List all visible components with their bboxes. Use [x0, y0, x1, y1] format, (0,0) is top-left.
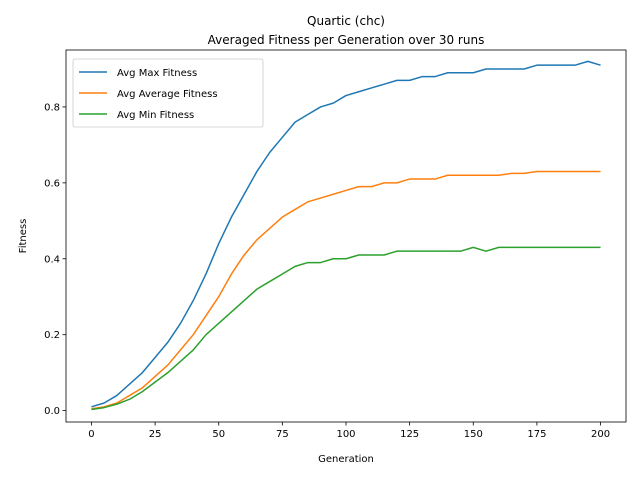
x-tick-label: 100 — [336, 429, 355, 440]
series-line-2 — [91, 170, 601, 410]
x-axis-ticks: 0 25 50 75 100 125 150 175 200 — [88, 422, 610, 440]
series-line-1 — [91, 60, 601, 408]
y-tick-label: 0.6 — [44, 178, 60, 189]
y-axis-ticks: 0.0 0.2 0.4 0.6 0.8 — [44, 102, 66, 417]
x-tick-label: 50 — [212, 429, 225, 440]
x-tick-label: 200 — [591, 429, 610, 440]
chart-subtitle: Averaged Fitness per Generation over 30 … — [208, 33, 485, 47]
legend-label-2: Avg Average Fitness — [117, 89, 218, 100]
x-tick-label: 125 — [400, 429, 419, 440]
y-tick-label: 0.0 — [44, 406, 60, 417]
chart-title: Quartic (chc) — [307, 14, 385, 28]
y-tick-label: 0.4 — [44, 254, 60, 265]
x-axis-label: Generation — [318, 454, 374, 465]
y-tick-label: 0.2 — [44, 330, 60, 341]
legend-label-1: Avg Max Fitness — [117, 68, 197, 79]
series-lines — [91, 60, 601, 411]
legend: Avg Max Fitness Avg Average Fitness Avg Mi… — [72, 58, 264, 128]
legend-label-3: Avg Min Fitness — [117, 110, 194, 121]
legend-box — [72, 58, 264, 128]
x-tick-label: 0 — [88, 429, 94, 440]
x-tick-label: 150 — [464, 429, 483, 440]
series-line-3 — [91, 246, 601, 411]
y-tick-label: 0.8 — [44, 102, 60, 113]
x-tick-label: 75 — [276, 429, 289, 440]
x-tick-label: 25 — [149, 429, 162, 440]
y-axis-label: Fitness — [18, 219, 29, 254]
x-tick-label: 175 — [527, 429, 546, 440]
